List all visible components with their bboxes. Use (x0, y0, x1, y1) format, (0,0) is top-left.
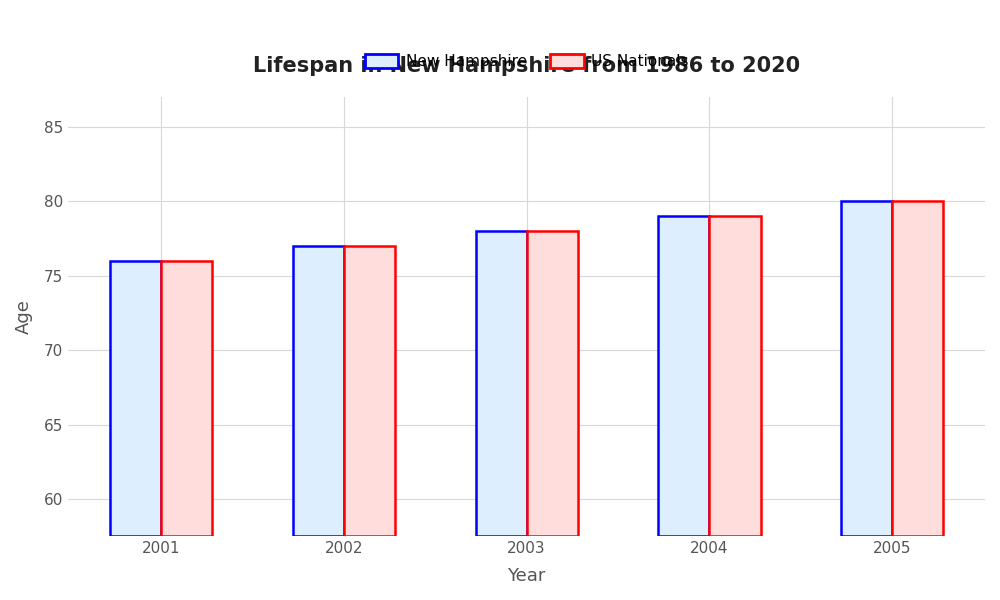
Bar (476, 231, 527, 536)
Bar (892, 202, 943, 536)
Bar (841, 202, 892, 536)
Y-axis label: Age: Age (15, 299, 33, 334)
Bar (110, 261, 161, 536)
Bar (344, 246, 395, 536)
Bar (709, 217, 761, 536)
Bar (658, 217, 709, 536)
Bar (293, 246, 344, 536)
X-axis label: Year: Year (507, 567, 546, 585)
Legend: New Hampshire, US Nationals: New Hampshire, US Nationals (359, 48, 695, 76)
Bar (527, 231, 578, 536)
Title: Lifespan in New Hampshire from 1986 to 2020: Lifespan in New Hampshire from 1986 to 2… (253, 56, 800, 76)
Bar (161, 261, 212, 536)
